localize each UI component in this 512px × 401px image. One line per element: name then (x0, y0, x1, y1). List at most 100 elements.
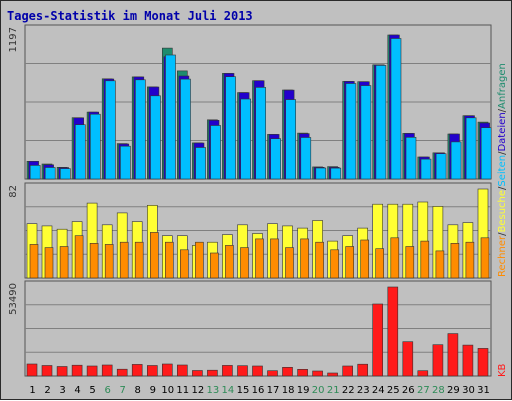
bar-seiten-day-1 (29, 165, 41, 180)
bar-rechner-day-23 (360, 239, 370, 279)
bar-kb-day-5 (86, 365, 98, 377)
bar-rechner-day-16 (255, 238, 264, 279)
legend-rechner: Rechner (497, 235, 508, 277)
bar-seiten-day-24 (375, 65, 387, 180)
bar-rechner-day-8 (134, 241, 144, 279)
day-label-25: 25 (387, 385, 400, 396)
day-label-4: 4 (74, 385, 80, 396)
bar-rechner-day-3 (59, 246, 69, 279)
day-axis: 1 2 3 4 5 6 7 8 9 10 11 12 13 14 15 16 17 18 19 20 21 22 23 24 2… (29, 385, 490, 396)
bar-kb-day-21 (327, 372, 338, 377)
bar-rechner-day-25 (390, 237, 400, 279)
bar-rechner-day-21 (330, 249, 339, 279)
day-label-19: 19 (297, 385, 310, 396)
bar-kb-day-30 (462, 344, 474, 377)
bar-kb-day-3 (56, 366, 68, 377)
bar-seiten-day-12 (195, 147, 206, 180)
bar-seiten-day-28 (435, 153, 447, 180)
bar-kb-day-28 (432, 344, 444, 377)
bar-kb-day-18 (282, 366, 293, 377)
bar-seiten-day-23 (360, 85, 372, 180)
bar-rechner-day-14 (225, 245, 234, 279)
y-max-label-middle: 82 (8, 185, 19, 198)
bar-seiten-day-7 (120, 145, 131, 180)
bar-seiten-day-21 (330, 167, 342, 180)
day-label-20: 20 (312, 385, 325, 396)
bar-kb-day-26 (402, 341, 414, 377)
bar-seiten-day-19 (300, 137, 312, 180)
bar-kb-day-9 (147, 365, 158, 377)
bar-kb-day-4 (71, 364, 83, 377)
bar-seiten-day-18 (285, 99, 297, 180)
bar-seiten-day-25 (390, 38, 402, 180)
day-label-23: 23 (357, 385, 370, 396)
bar-seiten-day-8 (135, 79, 146, 180)
bar-rechner-day-24 (375, 248, 385, 279)
bar-seiten-day-27 (420, 158, 432, 180)
day-label-10: 10 (161, 385, 174, 396)
bar-rechner-day-15 (240, 247, 249, 279)
bar-kb-day-22 (342, 365, 354, 377)
panel-bottom: 53490 (8, 280, 492, 377)
bar-kb-day-24 (372, 303, 384, 377)
bar-seiten-day-31 (480, 127, 492, 180)
bar-rechner-day-13 (210, 252, 219, 279)
bar-rechner-day-17 (270, 238, 279, 279)
bar-kb-day-27 (417, 370, 429, 377)
day-label-18: 18 (282, 385, 295, 396)
y-max-label-top: 1197 (8, 27, 19, 52)
chart-title: Tages-Statistik im Monat Juli 2013 (7, 9, 253, 23)
bar-seiten-day-14 (225, 76, 236, 180)
bar-rechner-day-19 (300, 238, 309, 279)
bar-kb-day-12 (192, 370, 203, 377)
bar-rechner-day-11 (180, 249, 189, 279)
day-label-28: 28 (432, 385, 445, 396)
day-label-9: 9 (150, 385, 156, 396)
bar-rechner-day-6 (104, 244, 114, 279)
day-label-29: 29 (447, 385, 460, 396)
bar-rechner-day-7 (119, 241, 129, 279)
bar-seiten-day-26 (405, 137, 417, 180)
bar-rechner-day-9 (150, 232, 159, 279)
legend-kb: KB (497, 363, 508, 377)
bar-seiten-day-6 (105, 80, 116, 180)
bar-kb-day-10 (162, 363, 173, 377)
bar-rechner-day-28 (435, 250, 445, 279)
day-label-15: 15 (237, 385, 250, 396)
bar-seiten-day-5 (90, 113, 101, 180)
bar-rechner-day-31 (480, 237, 490, 279)
bar-seiten-day-10 (165, 54, 176, 180)
day-label-1: 1 (29, 385, 35, 396)
bar-rechner-day-30 (465, 241, 475, 279)
day-label-5: 5 (89, 385, 95, 396)
bar-kb-day-31 (477, 348, 489, 377)
bar-seiten-day-30 (465, 117, 477, 180)
legend-separator: / (497, 108, 508, 112)
bar-rechner-day-10 (165, 241, 174, 279)
legend-separator: / (497, 151, 508, 155)
day-label-6: 6 (105, 385, 111, 396)
bar-kb-day-7 (116, 368, 128, 377)
bar-rechner-day-26 (405, 246, 415, 279)
y-max-label-bottom: 53490 (8, 283, 19, 315)
day-label-22: 22 (342, 385, 355, 396)
bar-kb-day-23 (357, 363, 369, 377)
bar-kb-day-15 (237, 365, 248, 377)
bar-kb-day-17 (267, 370, 278, 377)
legend-anfragen: Anfragen (497, 63, 508, 109)
bar-kb-day-2 (41, 365, 53, 377)
bar-seiten-day-2 (44, 167, 56, 180)
bar-kb-day-14 (222, 365, 233, 377)
legend-besuche: Besuche (497, 190, 508, 233)
bar-seiten-day-4 (75, 124, 86, 180)
day-label-13: 13 (207, 385, 220, 396)
bar-seiten-day-29 (450, 141, 462, 180)
bar-kb-day-25 (387, 286, 399, 377)
chart-panels: 1197 82 53490 (8, 24, 492, 377)
bar-seiten-day-9 (150, 95, 161, 180)
legend-separator: / (497, 232, 508, 236)
day-label-16: 16 (252, 385, 265, 396)
bar-seiten-day-22 (345, 83, 357, 180)
